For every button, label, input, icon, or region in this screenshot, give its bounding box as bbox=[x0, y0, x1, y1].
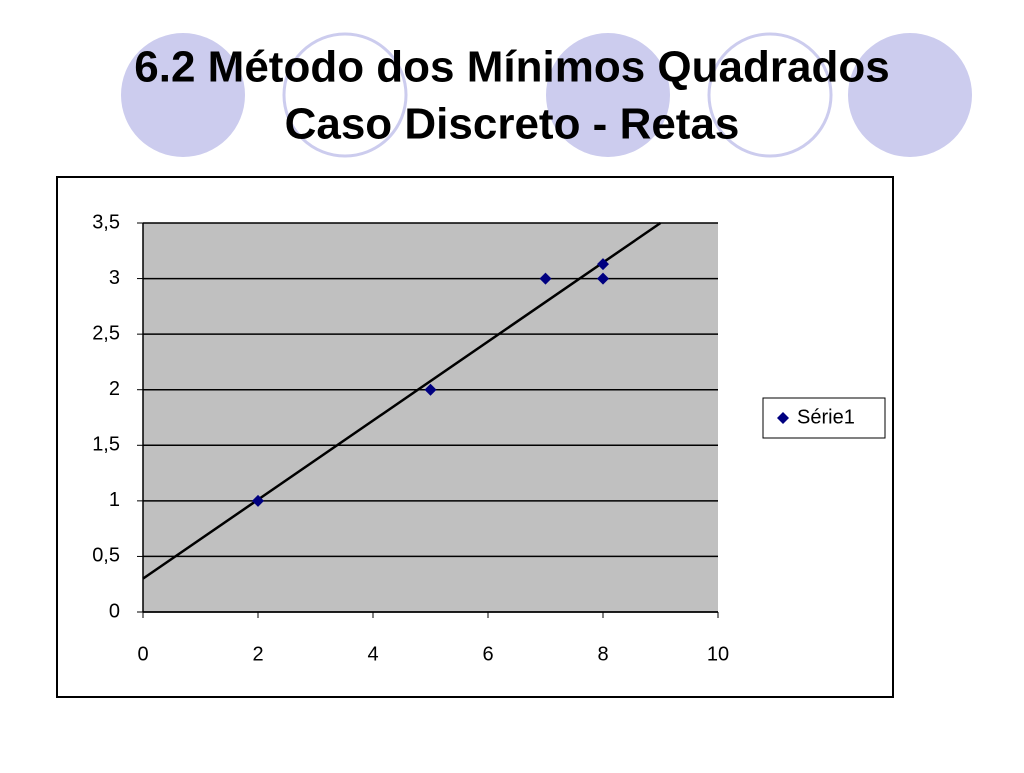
y-tick-label: 3,5 bbox=[92, 211, 120, 233]
point bbox=[597, 258, 609, 271]
x-tick-label: 8 bbox=[597, 643, 608, 665]
title: 6.2 Método dos Mínimos Quadrados bbox=[134, 43, 889, 92]
legend-marker bbox=[777, 412, 789, 424]
point bbox=[252, 494, 264, 507]
decoration bbox=[121, 32, 972, 158]
y-tick-label: 1 bbox=[109, 489, 120, 511]
point bbox=[597, 272, 609, 285]
y-tick-label: 0,5 bbox=[92, 545, 120, 567]
plot-area bbox=[143, 223, 718, 612]
x-tick-label: 0 bbox=[137, 643, 148, 665]
subtitle: Caso Discreto - Retas bbox=[285, 100, 740, 149]
point bbox=[539, 272, 552, 285]
y-tick-label: 0 bbox=[109, 600, 120, 622]
x-tick-label: 10 bbox=[707, 643, 729, 665]
x-tick-label: 4 bbox=[367, 643, 378, 665]
x-tick-label: 2 bbox=[252, 643, 263, 665]
y-tick-label: 3 bbox=[109, 267, 120, 289]
y-tick-label: 1,5 bbox=[92, 434, 120, 456]
y-tick-label: 2 bbox=[109, 378, 120, 400]
legend-label: Série1 bbox=[797, 406, 855, 428]
y-tick-label: 2,5 bbox=[92, 322, 120, 344]
point bbox=[424, 383, 437, 396]
x-tick-label: 6 bbox=[482, 643, 493, 665]
trendline bbox=[142, 221, 662, 580]
